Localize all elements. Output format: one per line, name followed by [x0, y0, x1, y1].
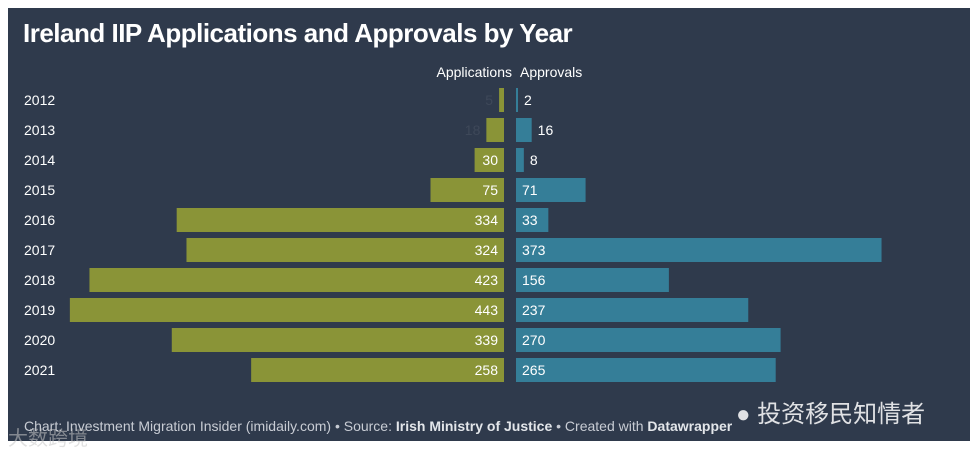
- footer-credit: Chart: Investment Migration Insider (imi…: [24, 418, 396, 434]
- applications-bar: [176, 208, 504, 232]
- approvals-value-label: 71: [522, 182, 538, 198]
- series-header-applications: Applications: [436, 64, 513, 80]
- year-label: 2018: [24, 272, 55, 288]
- applications-value-label: 339: [475, 332, 499, 348]
- approvals-bar: [516, 298, 749, 322]
- year-label: 2017: [24, 242, 55, 258]
- bar-plot: 2012 5 2 2013 18 16 2014 30 8 2015 75 71 2016 334 33 20…: [24, 88, 882, 382]
- year-label: 2012: [24, 92, 55, 108]
- approvals-value-label: 265: [522, 362, 546, 378]
- footer-created: • Created with: [552, 418, 648, 434]
- applications-value-label: 30: [482, 152, 498, 168]
- applications-bar: [89, 268, 505, 292]
- watermark-left-text: 大数跨境: [8, 428, 88, 450]
- approvals-value-label: 16: [538, 122, 554, 138]
- approvals-bar: [516, 88, 518, 112]
- approvals-bar: [516, 238, 882, 262]
- applications-value-label: 75: [482, 182, 498, 198]
- footer-source: Irish Ministry of Justice: [395, 418, 553, 434]
- chart-title: Ireland IIP Applications and Approvals b…: [23, 18, 573, 48]
- approvals-bar: [516, 358, 776, 382]
- watermark-left: 大数跨境: [8, 422, 88, 451]
- approvals-value-label: 8: [530, 152, 538, 168]
- applications-value-label: 18: [465, 122, 481, 138]
- chart-footer: Chart: Investment Migration Insider (imi…: [24, 418, 732, 434]
- year-label: 2019: [24, 302, 55, 318]
- year-label: 2021: [24, 362, 55, 378]
- approvals-bar: [516, 328, 781, 352]
- applications-value-label: 324: [475, 242, 499, 258]
- watermark-right-text: 投资移民知情者: [757, 401, 926, 428]
- applications-bar: [171, 328, 504, 352]
- applications-bar: [474, 148, 504, 172]
- approvals-bar: [516, 118, 532, 142]
- applications-bar: [251, 358, 504, 382]
- approvals-value-label: 373: [522, 242, 546, 258]
- applications-bar: [486, 118, 504, 142]
- approvals-bar: [516, 268, 669, 292]
- applications-value-label: 5: [485, 92, 493, 108]
- applications-bar: [430, 178, 504, 202]
- approvals-bar: [516, 148, 524, 172]
- chart-container: Ireland IIP Applications and Approvals b…: [8, 8, 970, 450]
- year-label: 2013: [24, 122, 55, 138]
- approvals-bar: [516, 208, 549, 232]
- applications-bar: [69, 298, 505, 322]
- approvals-value-label: 237: [522, 302, 546, 318]
- applications-bar: [186, 238, 505, 262]
- applications-value-label: 443: [475, 302, 499, 318]
- approvals-value-label: 33: [522, 212, 538, 228]
- applications-value-label: 258: [475, 362, 499, 378]
- approvals-value-label: 2: [524, 92, 532, 108]
- approvals-value-label: 156: [522, 272, 546, 288]
- series-header-approvals: Approvals: [520, 64, 583, 80]
- approvals-value-label: 270: [522, 332, 546, 348]
- approvals-bar: [516, 178, 586, 202]
- applications-value-label: 423: [475, 272, 499, 288]
- year-label: 2015: [24, 182, 55, 198]
- watermark-right: ● 投资移民知情者: [736, 394, 925, 429]
- applications-value-label: 334: [475, 212, 499, 228]
- year-label: 2016: [24, 212, 55, 228]
- year-label: 2020: [24, 332, 55, 348]
- footer-tool[interactable]: Datawrapper: [647, 418, 733, 434]
- wechat-icon: ●: [736, 401, 751, 428]
- applications-bar: [499, 88, 504, 112]
- year-label: 2014: [24, 152, 55, 168]
